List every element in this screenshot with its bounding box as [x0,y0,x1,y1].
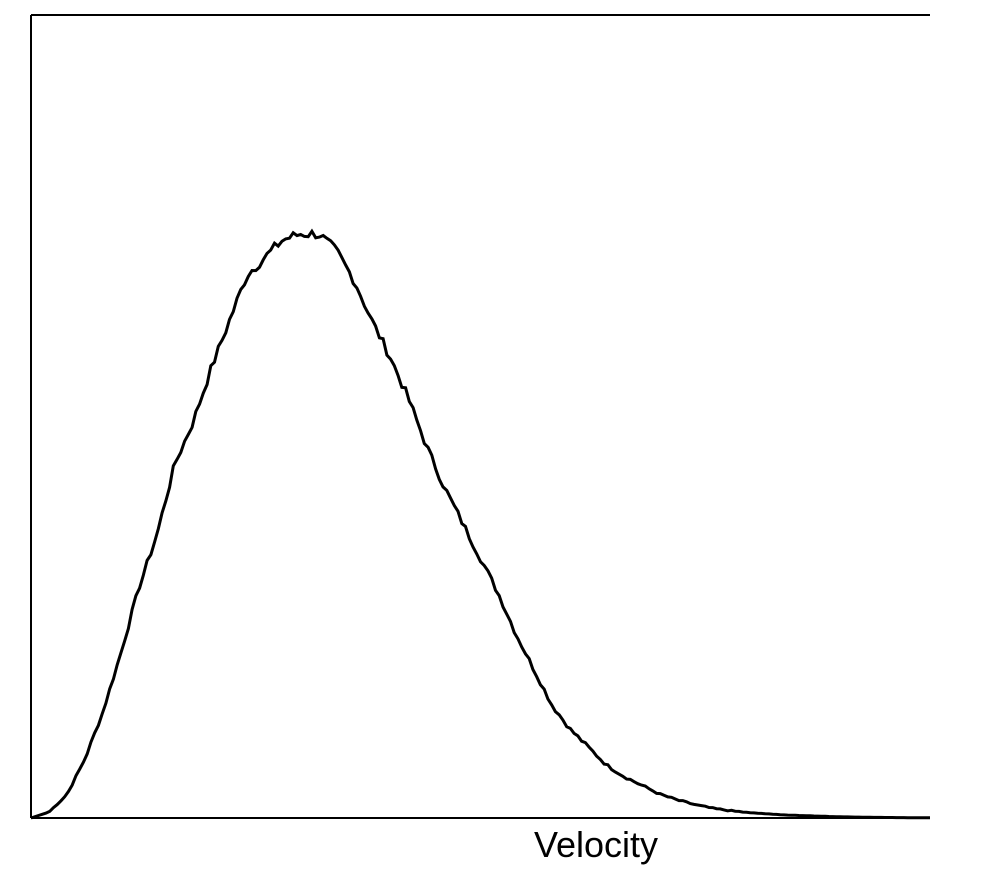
series-line-0 [30,228,930,820]
x-axis-label: Velocity [534,824,658,865]
plot-area [30,228,930,820]
